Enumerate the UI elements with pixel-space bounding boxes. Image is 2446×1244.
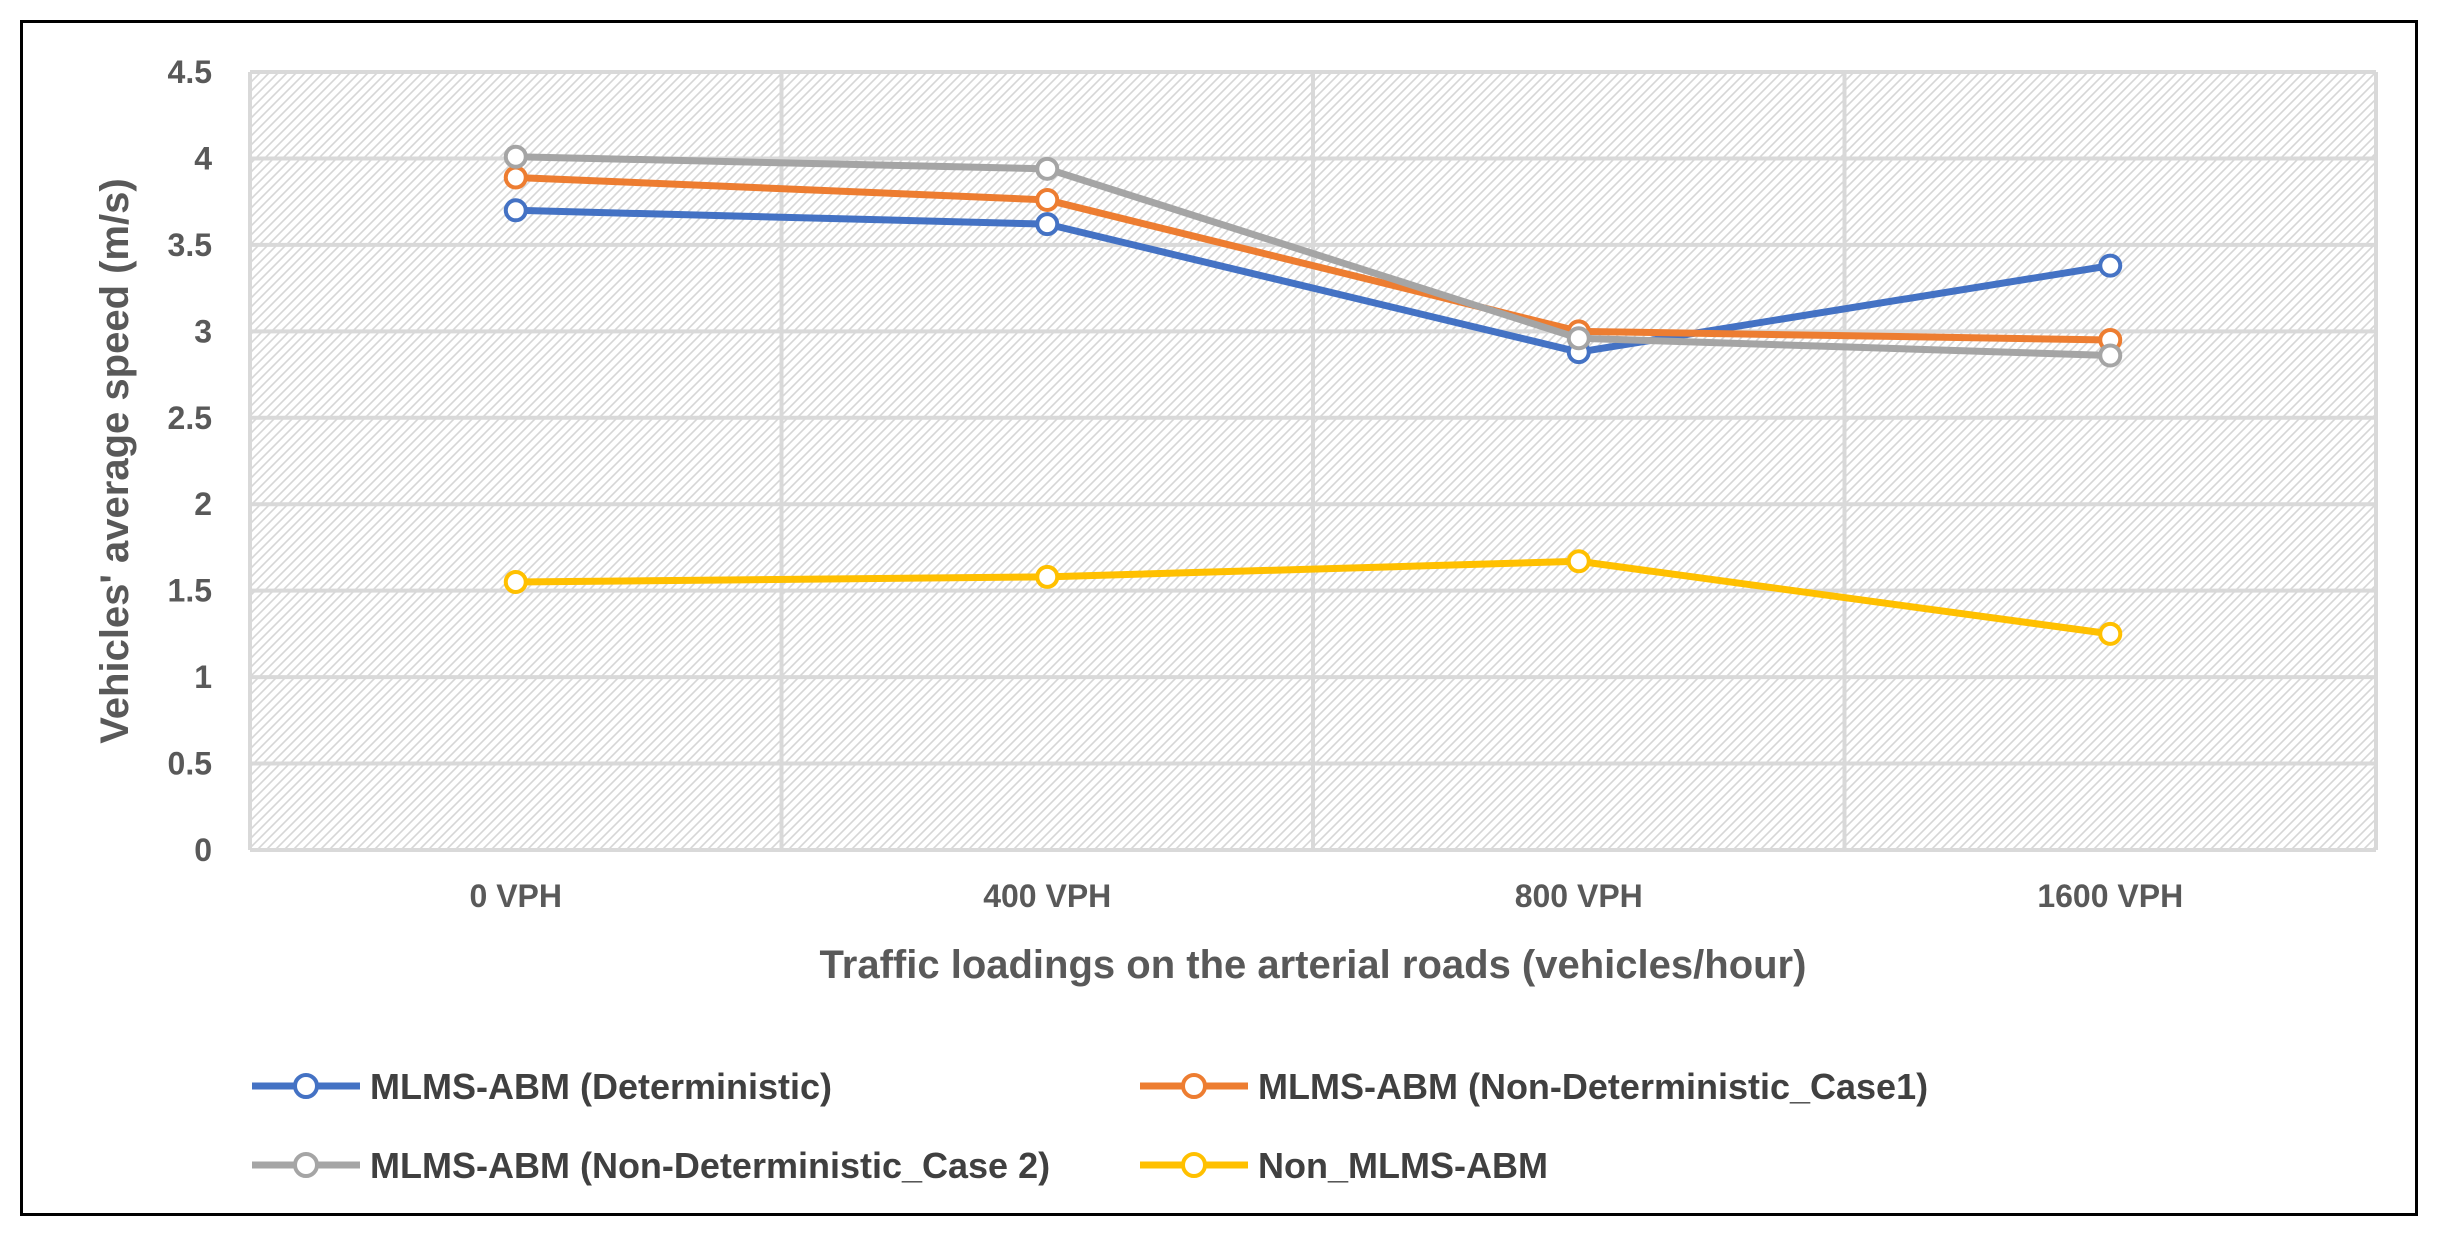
legend-swatch-marker: [1181, 1152, 1207, 1178]
legend-item: MLMS-ABM (Non-Deterministic_Case1): [1140, 1066, 1928, 1107]
y-tick-label: 0.5: [168, 746, 212, 782]
series-line: [515, 206, 2111, 356]
data-point: [1035, 564, 1060, 589]
y-tick-label: 3.5: [168, 227, 212, 263]
legend-label: Non_MLMS-ABM: [1258, 1145, 1548, 1186]
data-point: [503, 198, 528, 223]
series-layer: [503, 144, 2123, 646]
y-tick-label: 4: [194, 140, 212, 176]
y-tick-label: 0: [194, 832, 212, 868]
x-tick-label: 0 VPH: [470, 878, 562, 914]
y-tick-label: 1: [194, 659, 212, 695]
legend-label: MLMS-ABM (Deterministic): [370, 1066, 832, 1107]
legend-item: MLMS-ABM (Non-Deterministic_Case 2): [252, 1145, 1050, 1186]
data-point: [2098, 621, 2123, 646]
legend-label: MLMS-ABM (Non-Deterministic_Case 2): [370, 1145, 1050, 1186]
series-line: [515, 153, 2111, 360]
legend-swatch-marker: [1181, 1073, 1207, 1099]
y-axis-title: Vehicles' average speed (m/s): [93, 178, 137, 743]
y-tick-label: 3: [194, 313, 212, 349]
data-point: [503, 144, 528, 169]
data-point: [503, 165, 528, 190]
series-3: [503, 144, 2123, 368]
x-tick-label: 1600 VPH: [2037, 878, 2183, 914]
data-point: [503, 570, 528, 595]
data-point: [1035, 212, 1060, 237]
y-tick-label: 2.5: [168, 400, 212, 436]
series-4: [503, 549, 2123, 646]
legend: MLMS-ABM (Deterministic) MLMS-ABM (Non-De…: [252, 1066, 1928, 1186]
data-point: [1035, 156, 1060, 181]
data-point: [1566, 549, 1591, 574]
data-point: [2098, 253, 2123, 278]
legend-swatch-marker: [293, 1073, 319, 1099]
data-point: [1035, 187, 1060, 212]
y-tick-label: 2: [194, 486, 212, 522]
legend-label: MLMS-ABM (Non-Deterministic_Case1): [1258, 1066, 1928, 1107]
y-tick-label: 1.5: [168, 573, 212, 609]
x-axis-ticks: 0 VPH 400 VPH 800 VPH 1600 VPH: [470, 878, 2184, 914]
chart-frame: [20, 20, 2418, 1216]
data-point: [2098, 343, 2123, 368]
legend-item: Non_MLMS-ABM: [1140, 1145, 1548, 1186]
data-point: [1566, 326, 1591, 351]
legend-swatch-marker: [293, 1152, 319, 1178]
x-tick-label: 400 VPH: [983, 878, 1111, 914]
series-line: [515, 557, 2111, 638]
y-axis-ticks: 0 0.5 1 1.5 2 2.5 3 3.5 4 4.5: [168, 54, 213, 868]
x-tick-label: 800 VPH: [1515, 878, 1643, 914]
y-tick-label: 4.5: [168, 54, 212, 90]
series-line: [515, 173, 2111, 344]
legend-item: MLMS-ABM (Deterministic): [252, 1066, 832, 1107]
x-axis-title: Traffic loadings on the arterial roads (…: [820, 943, 1807, 987]
